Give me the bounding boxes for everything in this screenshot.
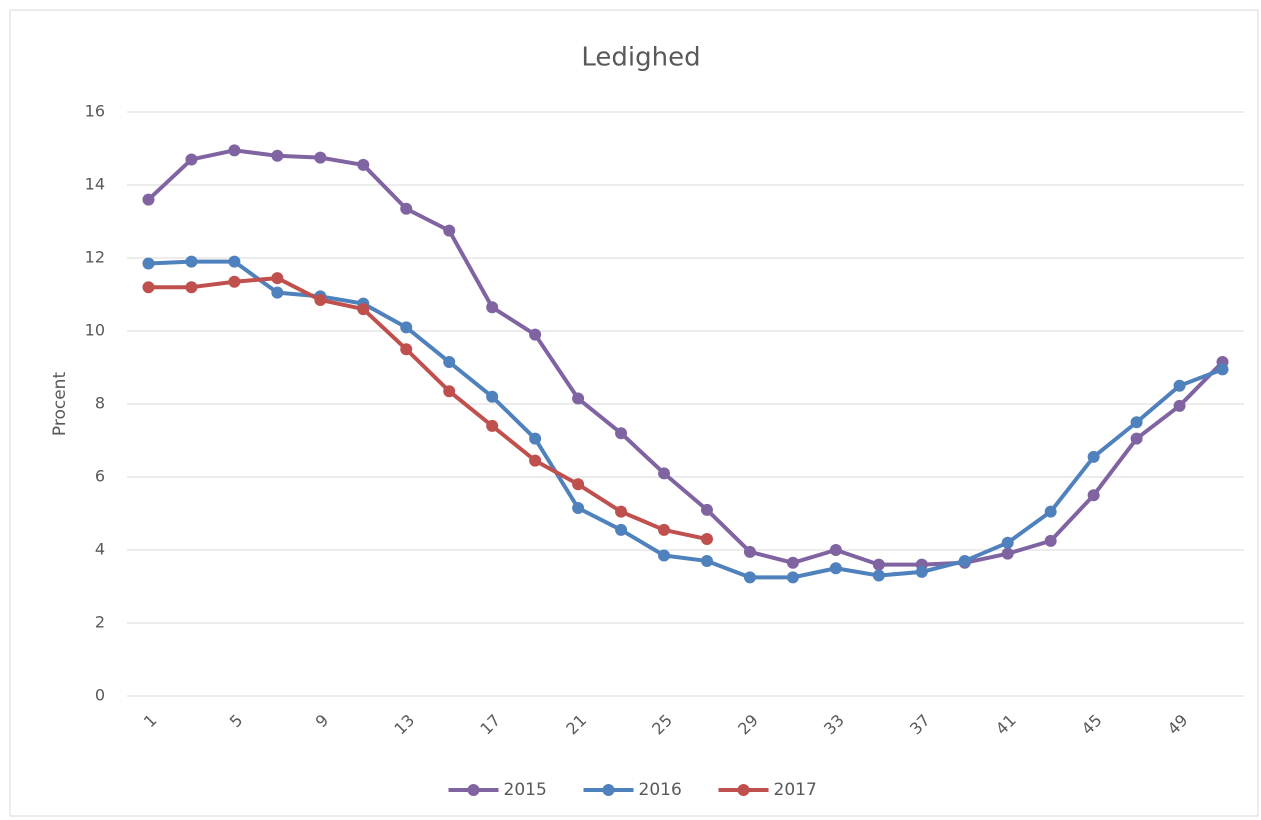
data-point	[271, 286, 284, 299]
data-point	[271, 272, 284, 285]
data-point	[700, 533, 713, 546]
legend-marker	[467, 784, 480, 796]
data-point	[357, 303, 370, 316]
legend-label: 2016	[639, 780, 682, 800]
data-point	[786, 571, 799, 584]
data-point	[443, 356, 456, 369]
data-point	[743, 545, 756, 558]
y-tick-label: 0	[95, 686, 105, 705]
series-line	[148, 259, 1224, 580]
data-point	[185, 255, 198, 268]
data-point	[1173, 399, 1186, 412]
data-point	[658, 523, 671, 536]
legend-label: 2017	[774, 780, 817, 800]
y-tick-label: 6	[95, 467, 105, 486]
data-point	[1044, 505, 1057, 518]
data-point	[185, 281, 198, 294]
data-point	[357, 158, 370, 171]
chart-title: Ledighed	[581, 43, 700, 73]
data-point	[314, 151, 327, 164]
data-point	[443, 224, 456, 237]
legend-marker	[602, 784, 615, 796]
data-point	[1001, 547, 1014, 560]
chart-frame	[9, 9, 1259, 817]
y-tick-label: 16	[85, 102, 105, 121]
data-point	[529, 328, 542, 341]
data-point	[1173, 379, 1186, 392]
data-point	[486, 390, 499, 403]
data-point	[142, 257, 155, 270]
data-point	[228, 144, 241, 157]
data-point	[185, 153, 198, 166]
data-point	[872, 569, 885, 582]
data-point	[142, 281, 155, 294]
data-point	[572, 392, 585, 405]
data-point	[700, 554, 713, 567]
y-axis-label: Procent	[50, 372, 70, 437]
data-point	[615, 505, 628, 518]
data-point	[400, 202, 413, 215]
data-point	[829, 544, 842, 556]
data-point	[400, 343, 413, 356]
data-point	[958, 554, 971, 567]
series-line	[147, 148, 1224, 567]
legend-label: 2015	[504, 780, 547, 800]
data-point	[228, 255, 241, 268]
data-point	[829, 562, 842, 575]
data-point	[1087, 450, 1100, 463]
data-point	[658, 467, 671, 480]
y-tick-label: 14	[85, 175, 105, 194]
data-point	[1130, 416, 1143, 429]
legend-marker	[737, 784, 750, 796]
data-point	[1001, 536, 1014, 549]
data-point	[743, 571, 756, 584]
data-point	[400, 321, 413, 334]
data-point	[486, 419, 499, 432]
data-point	[486, 301, 499, 314]
series-line	[148, 276, 708, 542]
y-tick-label: 8	[95, 394, 105, 413]
y-tick-label: 4	[95, 540, 105, 559]
data-point	[1044, 534, 1057, 547]
data-point	[228, 275, 241, 288]
data-point	[314, 293, 327, 306]
data-point	[1130, 432, 1143, 445]
data-point	[615, 427, 628, 440]
data-point	[142, 193, 155, 206]
y-tick-label: 2	[95, 613, 105, 632]
data-point	[700, 503, 713, 516]
data-point	[572, 478, 585, 491]
y-tick-label: 10	[85, 321, 105, 340]
data-point	[529, 432, 542, 445]
data-point	[572, 502, 585, 515]
data-point	[1087, 489, 1100, 502]
data-point	[915, 565, 928, 578]
data-point	[1216, 363, 1229, 376]
data-point	[658, 549, 671, 562]
data-point	[443, 385, 456, 398]
data-point	[615, 523, 628, 536]
data-point	[786, 556, 799, 569]
data-point	[271, 149, 284, 162]
data-point	[872, 558, 885, 571]
data-point	[529, 454, 542, 467]
y-tick-label: 12	[85, 248, 105, 267]
